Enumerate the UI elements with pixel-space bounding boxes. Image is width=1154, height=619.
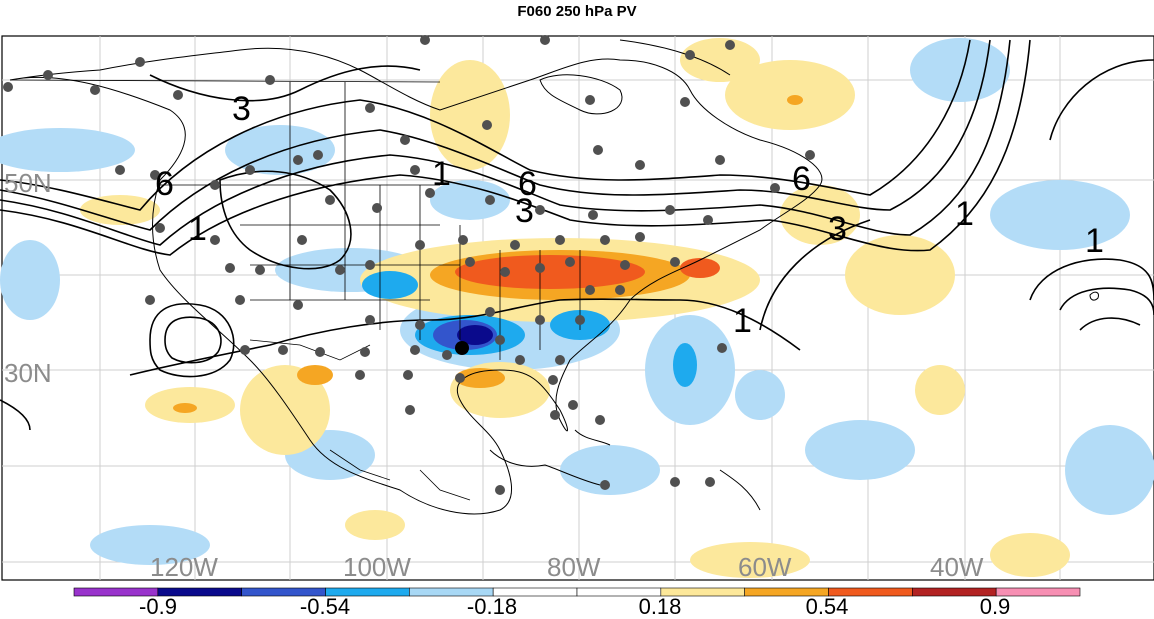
- lat-label-30n: 30N: [4, 358, 52, 388]
- pv-contours: [0, 39, 1154, 431]
- colorbar-labels: -0.9 -0.54 -0.18 0.18 0.54 0.9: [139, 594, 1010, 619]
- lon-label-60w: 60W: [738, 552, 792, 582]
- colorbar-label: 0.9: [980, 594, 1011, 619]
- colorbar: [73, 587, 1081, 597]
- negative-anomaly-strong: [433, 320, 497, 350]
- colorbar-label: -0.18: [467, 594, 517, 619]
- map-title: F060 250 hPa PV: [517, 3, 637, 20]
- contour-label: 3: [828, 210, 847, 248]
- lon-label-100w: 100W: [343, 552, 411, 582]
- colorbar-label: 0.18: [639, 594, 682, 619]
- contour-label: 3: [232, 90, 251, 128]
- contour-label: 3: [515, 192, 534, 230]
- colorbar-label: 0.54: [806, 594, 849, 619]
- contour-label: 1: [188, 210, 207, 248]
- colorbar-label: -0.9: [139, 594, 177, 619]
- lon-label-40w: 40W: [930, 552, 984, 582]
- contour-label: 1: [955, 195, 974, 233]
- contour-label: 1: [1085, 222, 1104, 260]
- lat-label-50n: 50N: [4, 168, 52, 198]
- lon-label-80w: 80W: [547, 552, 601, 582]
- colorbar-label: -0.54: [300, 594, 350, 619]
- lon-label-120w: 120W: [150, 552, 218, 582]
- contour-label: 6: [155, 165, 174, 203]
- contour-label: 6: [518, 165, 537, 203]
- station-dots: [3, 35, 815, 495]
- colorbar-swatch: [995, 587, 1081, 597]
- contour-label: 6: [792, 160, 811, 198]
- contour-label: 1: [733, 302, 752, 340]
- coastlines: [9, 39, 1099, 515]
- contour-label: 1: [432, 155, 451, 193]
- contour-labels: 3 6 1 3 6 1 6 3 1 1 1: [155, 90, 1104, 340]
